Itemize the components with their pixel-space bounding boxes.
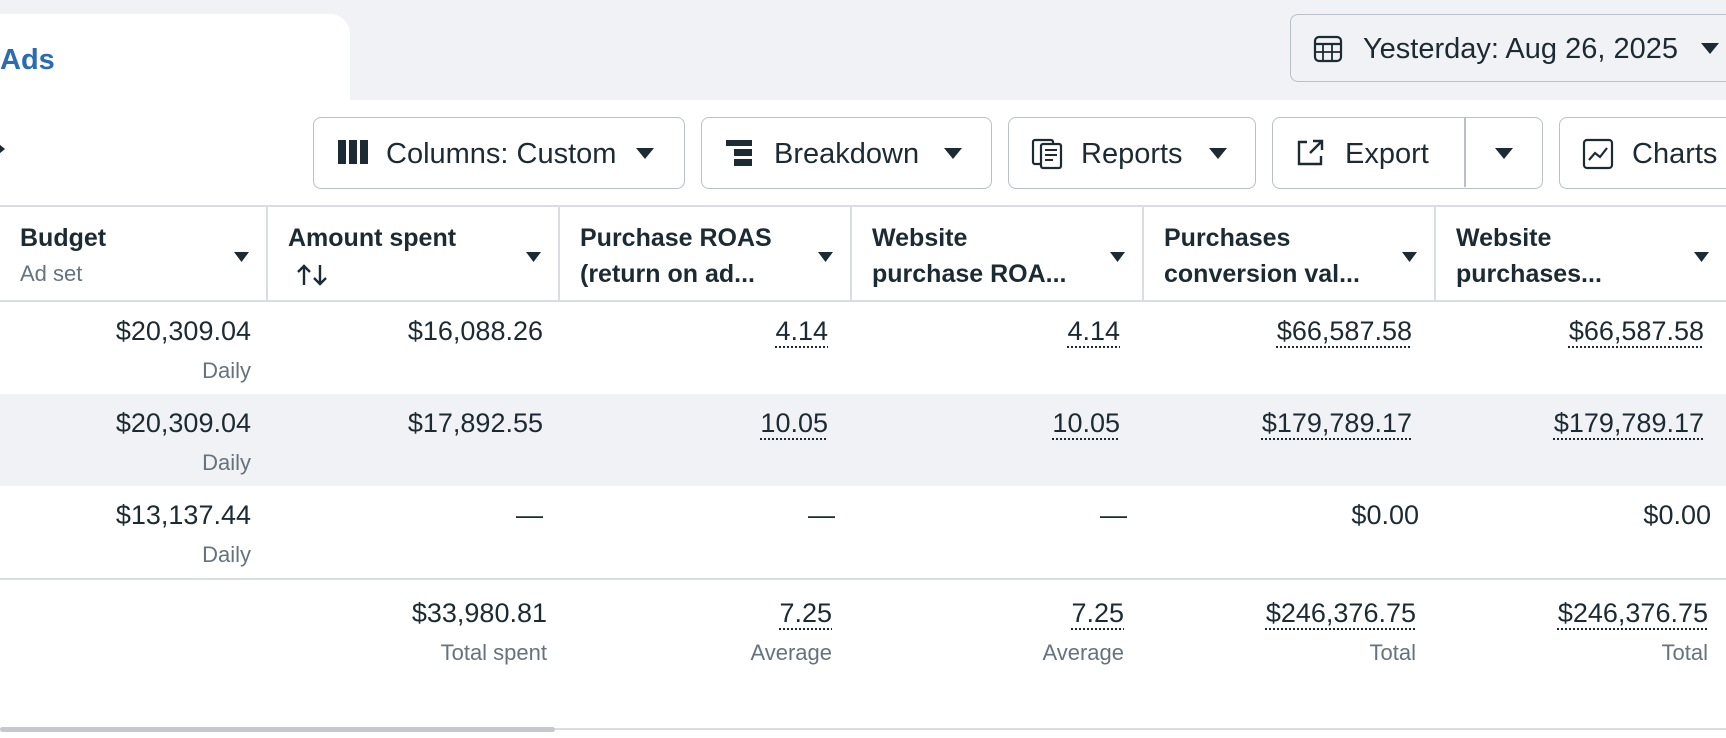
columns-label: Columns: Custom (386, 138, 617, 170)
columns-button[interactable]: Columns: Custom (313, 117, 685, 189)
charts-label: Charts (1632, 138, 1718, 170)
caret-down-icon[interactable] (234, 252, 249, 262)
table-row[interactable] (0, 394, 1726, 486)
export-icon (1297, 139, 1324, 166)
header-website-roas-line2: purchase ROA... (872, 260, 1067, 288)
header-website-purchases-line2: purchases... (1456, 260, 1602, 288)
header-conversion-value-line2: conversion val... (1164, 260, 1360, 288)
cell-website-purchases[interactable]: $66,587.58 (1568, 316, 1704, 346)
header-conversion-value[interactable]: Purchases conversion val... (1164, 220, 1360, 292)
total-conversion-value[interactable]: $246,376.75 (1265, 598, 1416, 628)
export-label: Export (1345, 138, 1429, 170)
totals-separator (0, 578, 1726, 580)
cell-website-purchases: $0.00 (1643, 500, 1711, 530)
cell-budget: $13,137.44 (115, 500, 251, 530)
breakdown-icon (726, 140, 752, 166)
cell-budget: $20,309.04 (115, 316, 251, 346)
cell-amount-spent: $17,892.55 (407, 408, 543, 438)
header-purchase-roas-line2: (return on ad... (580, 260, 755, 288)
cell-purchase-roas[interactable]: 4.14 (775, 316, 828, 346)
total-website-roas-label: Average (1042, 640, 1124, 665)
header-budget-title: Budget (20, 224, 107, 252)
export-options-caret-icon[interactable] (1495, 148, 1513, 159)
caret-down-icon (636, 148, 654, 159)
table-header-top-border (0, 205, 1726, 207)
cell-budget-period: Daily (202, 358, 251, 383)
header-amount-spent[interactable]: Amount spent (288, 220, 456, 256)
ads-tab[interactable]: Ads (0, 14, 350, 114)
reports-icon (1031, 138, 1063, 170)
total-purchase-roas[interactable]: 7.25 (779, 598, 832, 628)
cell-website-roas: — (1100, 500, 1127, 530)
total-amount-spent-label: Total spent (440, 640, 547, 665)
sort-icon[interactable] (296, 263, 328, 287)
header-amount-spent-title: Amount spent (288, 224, 457, 252)
caret-down-icon (1209, 148, 1227, 159)
column-divider[interactable] (1142, 206, 1144, 300)
cell-amount-spent: $16,088.26 (407, 316, 543, 346)
total-website-purchases[interactable]: $246,376.75 (1557, 598, 1708, 628)
table-row[interactable] (0, 486, 1726, 578)
charts-icon (1582, 138, 1614, 170)
cell-budget-period: Daily (202, 450, 251, 475)
total-conversion-value-label: Total (1369, 640, 1416, 665)
total-purchase-roas-label: Average (750, 640, 832, 665)
cell-conversion-value[interactable]: $179,789.17 (1261, 408, 1412, 438)
reports-button[interactable]: Reports (1008, 117, 1256, 189)
chevron-right-icon[interactable] (0, 144, 5, 154)
total-website-roas[interactable]: 7.25 (1071, 598, 1124, 628)
cell-conversion-value[interactable]: $66,587.58 (1276, 316, 1412, 346)
cell-website-roas[interactable]: 4.14 (1067, 316, 1120, 346)
breakdown-button[interactable]: Breakdown (701, 117, 992, 189)
header-website-purchases-line1: Website (1456, 224, 1552, 252)
caret-down-icon (1701, 43, 1719, 54)
charts-button[interactable]: Charts (1559, 117, 1726, 189)
date-range-picker[interactable]: Yesterday: Aug 26, 2025 (1290, 14, 1726, 82)
horizontal-scrollbar-track[interactable] (0, 728, 1726, 730)
horizontal-scrollbar-thumb[interactable] (0, 727, 555, 732)
caret-down-icon[interactable] (526, 252, 541, 262)
cell-budget-period: Daily (202, 542, 251, 567)
caret-down-icon[interactable] (1694, 252, 1709, 262)
table-header-bottom-border (0, 300, 1726, 302)
cell-budget: $20,309.04 (115, 408, 251, 438)
header-purchase-roas[interactable]: Purchase ROAS (return on ad... (580, 220, 772, 292)
caret-down-icon[interactable] (818, 252, 833, 262)
export-divider (1464, 118, 1466, 187)
header-conversion-value-line1: Purchases (1164, 224, 1291, 252)
ads-tab-label: Ads (0, 44, 55, 76)
caret-down-icon[interactable] (1402, 252, 1417, 262)
column-divider[interactable] (850, 206, 852, 300)
cell-purchase-roas: — (808, 500, 835, 530)
header-budget[interactable]: Budget Ad set (20, 220, 106, 292)
calendar-icon (1313, 35, 1343, 63)
header-budget-subtitle: Ad set (20, 261, 83, 286)
cell-purchase-roas[interactable]: 10.05 (760, 408, 828, 438)
breakdown-label: Breakdown (774, 138, 920, 170)
cell-conversion-value: $0.00 (1351, 500, 1419, 530)
cell-website-roas[interactable]: 10.05 (1052, 408, 1120, 438)
header-purchase-roas-line1: Purchase ROAS (580, 224, 772, 252)
columns-icon (338, 140, 368, 164)
column-divider[interactable] (558, 206, 560, 300)
date-range-label: Yesterday: Aug 26, 2025 (1363, 33, 1678, 65)
header-website-roas[interactable]: Website purchase ROA... (872, 220, 1067, 292)
caret-down-icon[interactable] (1110, 252, 1125, 262)
table-row[interactable] (0, 302, 1726, 394)
total-amount-spent: $33,980.81 (411, 598, 547, 628)
header-website-roas-line1: Website (872, 224, 968, 252)
column-divider[interactable] (1434, 206, 1436, 300)
export-button[interactable]: Export (1272, 117, 1543, 189)
header-website-purchases[interactable]: Website purchases... (1456, 220, 1602, 292)
column-divider[interactable] (266, 206, 268, 300)
reports-label: Reports (1081, 138, 1183, 170)
cell-website-purchases[interactable]: $179,789.17 (1553, 408, 1704, 438)
cell-amount-spent: — (516, 500, 543, 530)
total-website-purchases-label: Total (1661, 640, 1708, 665)
caret-down-icon (944, 148, 962, 159)
